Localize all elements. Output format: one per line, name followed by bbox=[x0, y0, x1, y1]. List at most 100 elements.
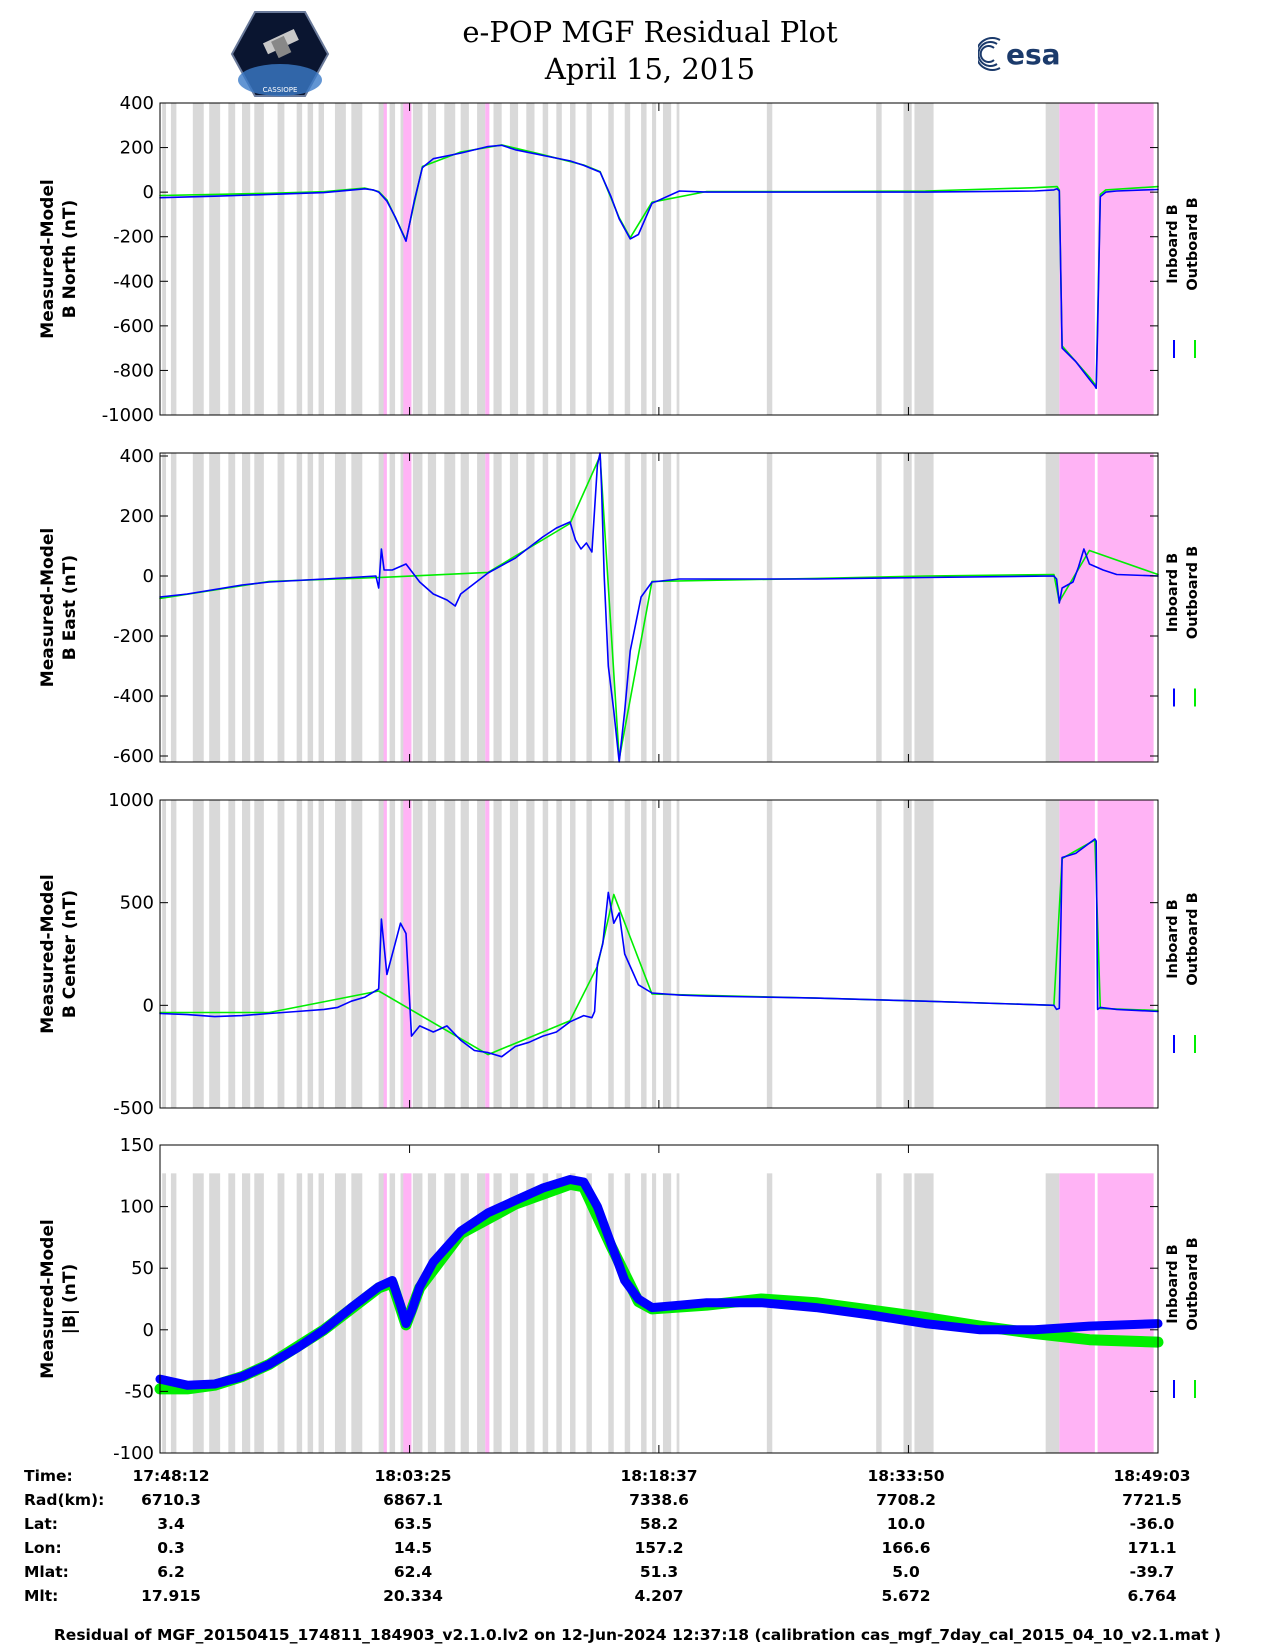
inboard-series-line bbox=[159, 144, 1159, 390]
y-axis-label-line-2: B Center (nT) bbox=[60, 890, 80, 1018]
gray-band bbox=[914, 103, 934, 415]
gray-band bbox=[296, 453, 303, 762]
ephem-value: 171.1 bbox=[1127, 1539, 1177, 1557]
gray-band bbox=[641, 453, 647, 762]
gray-band bbox=[526, 800, 535, 1108]
y-axis-label-line-2: B East (nT) bbox=[60, 555, 80, 660]
gray-band bbox=[493, 1173, 502, 1453]
gray-band bbox=[228, 1173, 236, 1453]
gray-band bbox=[307, 103, 314, 415]
gray-band bbox=[162, 453, 167, 762]
ephem-value: 166.6 bbox=[881, 1539, 931, 1557]
pink-band bbox=[485, 453, 490, 762]
y-tick-label: -500 bbox=[113, 1098, 154, 1119]
legend-inboard-label: Inboard B bbox=[1165, 553, 1181, 632]
gray-band bbox=[608, 1173, 614, 1453]
gray-band bbox=[608, 800, 614, 1108]
gray-band bbox=[876, 800, 882, 1108]
gray-band bbox=[242, 103, 251, 415]
gray-band bbox=[209, 800, 221, 1108]
y-axis-label: Measured-Model B North (nT) bbox=[38, 179, 80, 338]
gray-band bbox=[254, 453, 264, 762]
y-tick-label: 400 bbox=[120, 446, 154, 467]
gray-band bbox=[676, 1173, 680, 1453]
gray-band bbox=[641, 1173, 647, 1453]
gray-band bbox=[570, 800, 576, 1108]
gray-band bbox=[444, 103, 456, 415]
ephem-value: 18:33:50 bbox=[867, 1467, 945, 1485]
gray-band bbox=[570, 1173, 576, 1453]
gray-band bbox=[427, 1173, 437, 1453]
ephem-value: 62.4 bbox=[393, 1563, 433, 1581]
plot-title: e-POP MGF Residual Plot April 15, 2015 bbox=[380, 14, 920, 88]
gray-band bbox=[444, 1173, 456, 1453]
legend: Inboard B Outboard B bbox=[1165, 1237, 1201, 1330]
gray-band bbox=[444, 453, 456, 762]
gray-band bbox=[412, 1173, 423, 1453]
gray-band bbox=[378, 1173, 385, 1453]
gray-band bbox=[1045, 103, 1060, 415]
svg-text:CASSIOPE: CASSIOPE bbox=[263, 86, 298, 94]
gray-band bbox=[228, 453, 236, 762]
ephem-value: 3.4 bbox=[157, 1515, 185, 1533]
y-tick-label: 200 bbox=[120, 506, 154, 527]
gray-band bbox=[351, 1173, 363, 1453]
y-axis-label: Measured-Model B Center (nT) bbox=[38, 874, 80, 1033]
y-tick-label: -50 bbox=[125, 1381, 154, 1402]
gray-band bbox=[277, 103, 285, 415]
gray-band bbox=[526, 103, 535, 415]
gray-band bbox=[277, 800, 285, 1108]
y-tick-label: -100 bbox=[113, 1443, 154, 1464]
gray-band bbox=[460, 1173, 469, 1453]
gray-band bbox=[662, 800, 672, 1108]
gray-band bbox=[192, 1173, 204, 1453]
gray-band bbox=[170, 1173, 177, 1453]
gray-band bbox=[296, 1173, 303, 1453]
legend-outboard-label: Outboard B bbox=[1185, 892, 1201, 985]
legend: Inboard B Outboard B bbox=[1165, 546, 1201, 639]
footer-caption: Residual of MGF_20150415_174811_184903_v… bbox=[53, 1626, 1222, 1644]
ephem-value: 17:48:12 bbox=[132, 1467, 210, 1485]
panel-2: -600 -400 -200 0 200 400 Measured-Model B East … bbox=[38, 446, 1201, 767]
gray-band bbox=[509, 453, 519, 762]
y-tick-label: 1000 bbox=[108, 790, 154, 811]
title-line-1: e-POP MGF Residual Plot bbox=[462, 15, 838, 49]
gray-band bbox=[477, 103, 486, 415]
pink-band bbox=[1059, 1173, 1095, 1453]
gray-band bbox=[412, 453, 423, 762]
ephem-value: 10.0 bbox=[886, 1515, 926, 1533]
ephem-value: 18:03:25 bbox=[374, 1467, 452, 1485]
ephem-label: Rad(km): bbox=[24, 1491, 105, 1509]
ephem-row-time: Time: 17:48:12 18:03:25 18:18:37 18:33:5… bbox=[0, 1467, 1275, 1489]
ephem-value: 6710.3 bbox=[141, 1491, 201, 1509]
gray-band bbox=[662, 453, 672, 762]
ephem-value: 5.672 bbox=[881, 1587, 931, 1605]
gray-band bbox=[242, 800, 251, 1108]
gray-band bbox=[389, 453, 396, 762]
y-tick-label: -400 bbox=[113, 271, 154, 292]
gray-band bbox=[351, 453, 363, 762]
gray-band bbox=[766, 1173, 773, 1453]
gray-band bbox=[542, 103, 549, 415]
y-tick-label: -400 bbox=[113, 686, 154, 707]
gray-band bbox=[493, 103, 502, 415]
ephem-value: 63.5 bbox=[393, 1515, 433, 1533]
inboard-series-line bbox=[159, 452, 1159, 763]
y-tick-label: 0 bbox=[143, 182, 154, 203]
gray-band bbox=[586, 103, 592, 415]
y-axis-label-line-1: Measured-Model bbox=[38, 179, 58, 338]
panel-1: -1000 -800 -600 -400 -200 0 200 400 Measured-Mod… bbox=[38, 93, 1201, 426]
gray-band bbox=[526, 453, 535, 762]
ephem-row-lat: Lat: 3.4 63.5 58.2 10.0 -36.0 bbox=[0, 1515, 1275, 1537]
gray-band bbox=[389, 103, 396, 415]
gray-band bbox=[192, 453, 204, 762]
gray-band bbox=[477, 800, 486, 1108]
ephem-value: 6.2 bbox=[157, 1563, 185, 1581]
ephem-row-rad: Rad(km): 6710.3 6867.1 7338.6 7708.2 772… bbox=[0, 1491, 1275, 1513]
y-axis-label-line-1: Measured-Model bbox=[38, 1219, 58, 1378]
gray-band bbox=[676, 800, 680, 1108]
pink-band bbox=[1097, 103, 1154, 415]
gray-band bbox=[914, 453, 934, 762]
ephemeris-table: Time: 17:48:12 18:03:25 18:18:37 18:33:5… bbox=[0, 1467, 1275, 1617]
